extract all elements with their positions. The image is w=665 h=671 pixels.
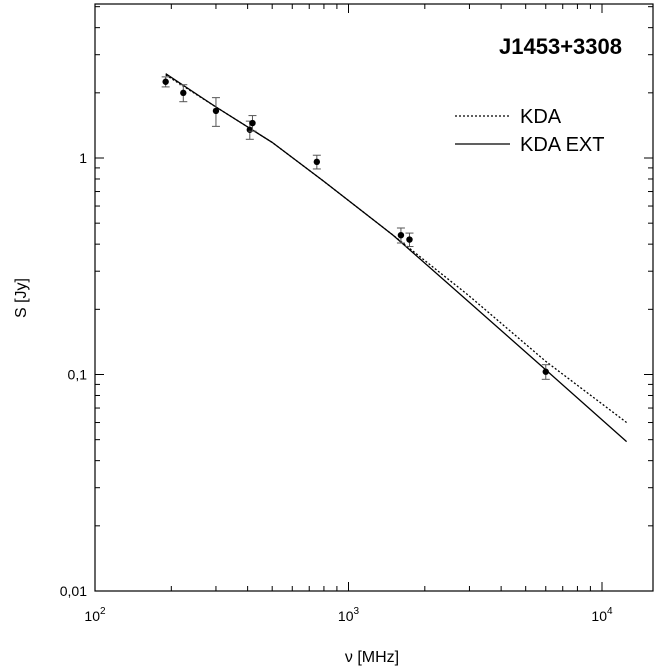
data-point [212, 107, 220, 115]
legend-label-kda-ext: KDA EXT [520, 134, 604, 156]
legend-label-kda: KDA [520, 106, 562, 128]
x-tick-label: 103 [338, 606, 360, 624]
data-point [249, 119, 256, 127]
data-point [313, 158, 321, 166]
data-point [180, 89, 187, 97]
y-tick-label: 1 [79, 150, 87, 166]
x-axis-title: ν [MHz] [345, 649, 399, 666]
axis-ticks: 102 103 104 0,01 0,1 1 [60, 4, 653, 624]
data-point [162, 78, 169, 85]
series-line-kda-ext [165, 73, 628, 443]
data-point [397, 231, 405, 239]
data-point [406, 236, 413, 243]
data-point [542, 368, 549, 375]
model-curves [165, 73, 628, 443]
y-axis-title: S [Jy] [13, 278, 30, 318]
chart-title: J1453+3308 [499, 34, 622, 59]
x-tick-label: 102 [84, 606, 106, 624]
y-tick-label: 0,1 [68, 367, 88, 383]
data-points [161, 76, 550, 380]
x-tick-label: 104 [591, 606, 613, 624]
y-tick-label: 0,01 [60, 583, 87, 599]
plot-frame [94, 3, 654, 592]
